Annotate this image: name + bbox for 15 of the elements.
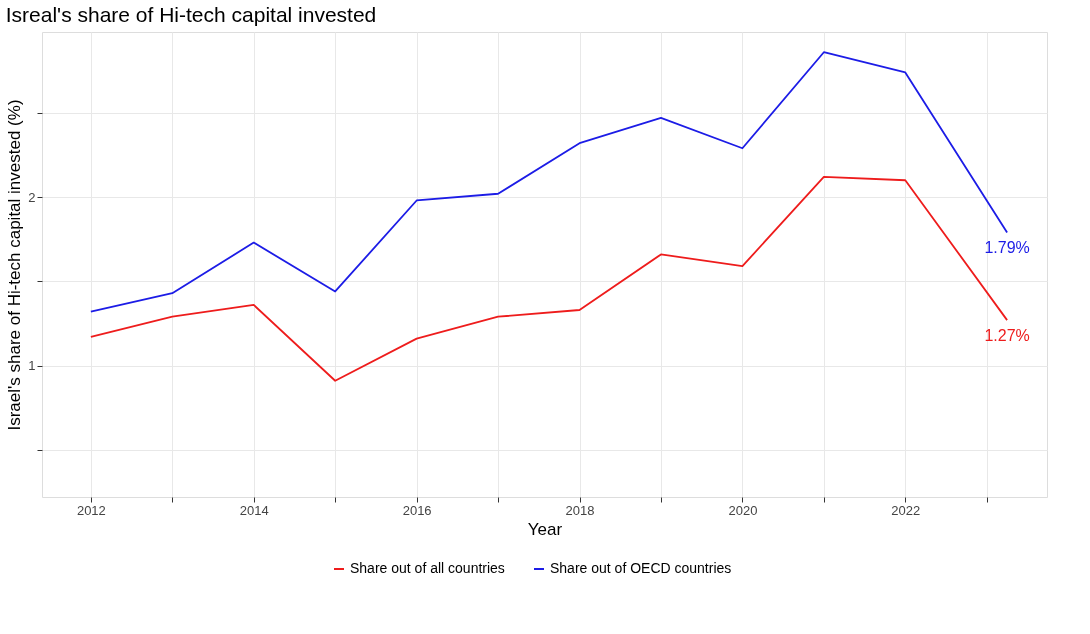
x-tick-label: 2014 xyxy=(239,502,269,518)
x-tick-label: 2016 xyxy=(402,502,432,518)
x-tick-label: 2022 xyxy=(891,502,921,518)
chart-title: Isreal's share of Hi-tech capital invested xyxy=(5,3,377,26)
x-tick-label: 2018 xyxy=(565,502,595,518)
x-tick-label: 2012 xyxy=(76,502,106,518)
y-tick-label: 1 xyxy=(28,358,36,374)
y-tick-label: 2 xyxy=(28,189,36,205)
x-axis-title: Year xyxy=(527,519,563,539)
annotation: 1.27% xyxy=(984,327,1030,345)
legend-label: Share out of OECD countries xyxy=(550,560,732,576)
x-tick-label: 2020 xyxy=(728,502,758,518)
legend-label: Share out of all countries xyxy=(350,560,505,576)
annotation: 1.79% xyxy=(984,239,1030,257)
y-axis-title: Israel's share of Hi-tech capital invested (%) xyxy=(5,99,25,431)
